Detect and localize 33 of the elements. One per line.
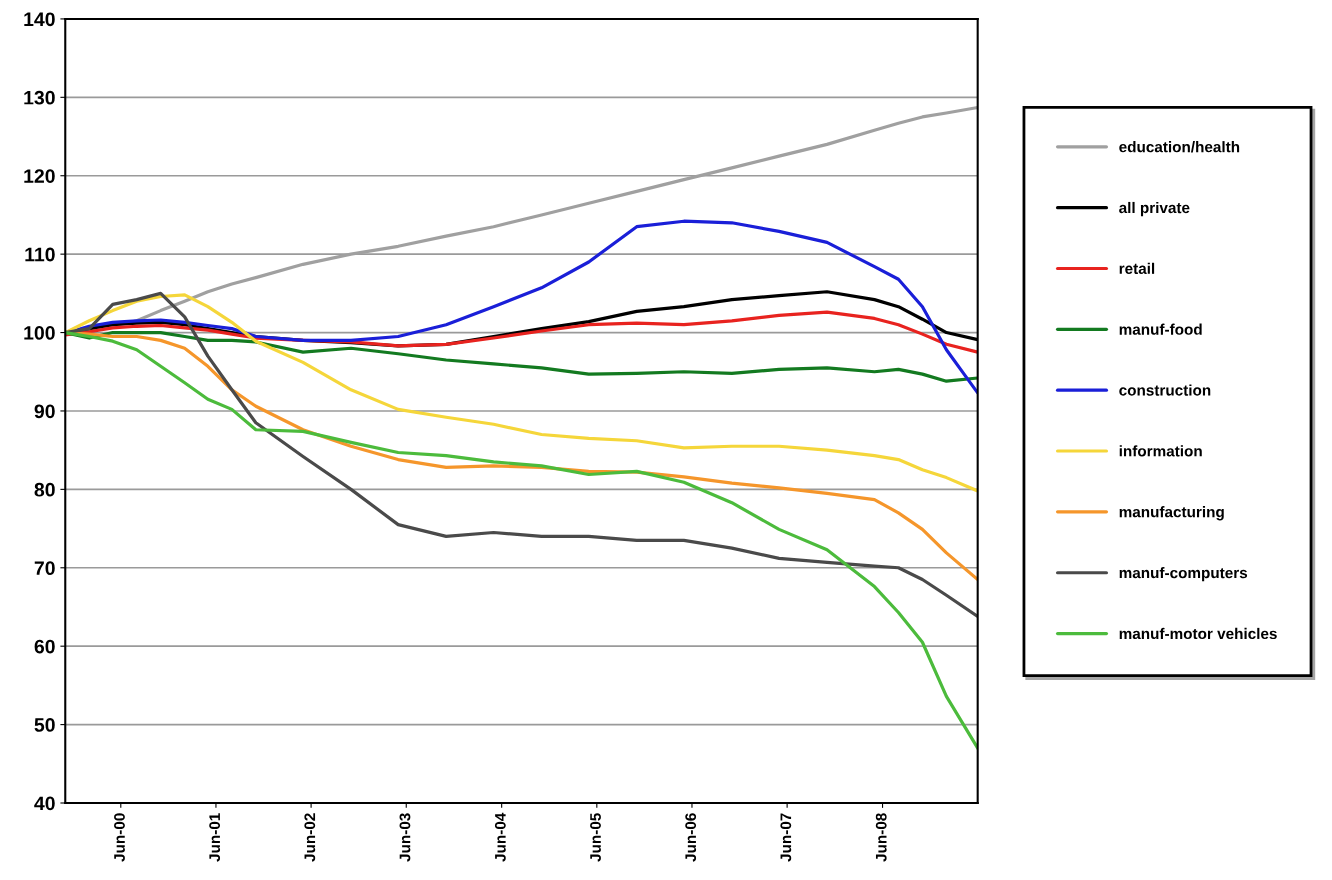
x-tick-label: Jun-00 [114,813,125,862]
legend-label: education/health [1119,141,1240,153]
x-tick-label: Jun-07 [780,813,792,862]
y-tick-label: 110 [25,247,55,262]
line-series [65,330,978,750]
x-tick-label: Jun-03 [399,813,411,862]
x-tick-label: Jun-06 [685,813,697,862]
x-tick-label: Jun-02 [304,813,316,862]
x-tick-label: Jun-08 [875,813,887,862]
legend-label: manuf-motor vehicles [1119,627,1277,640]
x-tick-label: Jun-01 [209,813,221,862]
y-tick-label: 140 [24,12,55,27]
y-tick-label: 120 [24,169,55,183]
y-tick-label: 90 [34,404,55,419]
y-tick-label: 100 [24,326,55,340]
legend-label: manufacturing [1119,506,1224,521]
legend-label: manuf-food [1119,323,1202,335]
line-series [65,293,978,493]
legend-label: manuf-computers [1119,567,1248,582]
line-series [65,291,978,618]
line-series [65,219,978,395]
y-tick-label: 130 [24,90,55,105]
y-tick-label: 70 [34,561,55,576]
y-tick-label: 80 [34,482,55,497]
y-tick-label: 50 [34,718,55,732]
legend-label: all private [1119,201,1190,217]
legend-label: retail [1119,262,1155,274]
legend-label: information [1119,445,1202,457]
legend-label: construction [1119,384,1211,396]
x-tick-label: Jun-05 [590,813,601,862]
y-tick-label: 40 [34,796,55,811]
x-tick-label: Jun-04 [494,812,506,862]
y-tick-label: 60 [34,639,55,654]
